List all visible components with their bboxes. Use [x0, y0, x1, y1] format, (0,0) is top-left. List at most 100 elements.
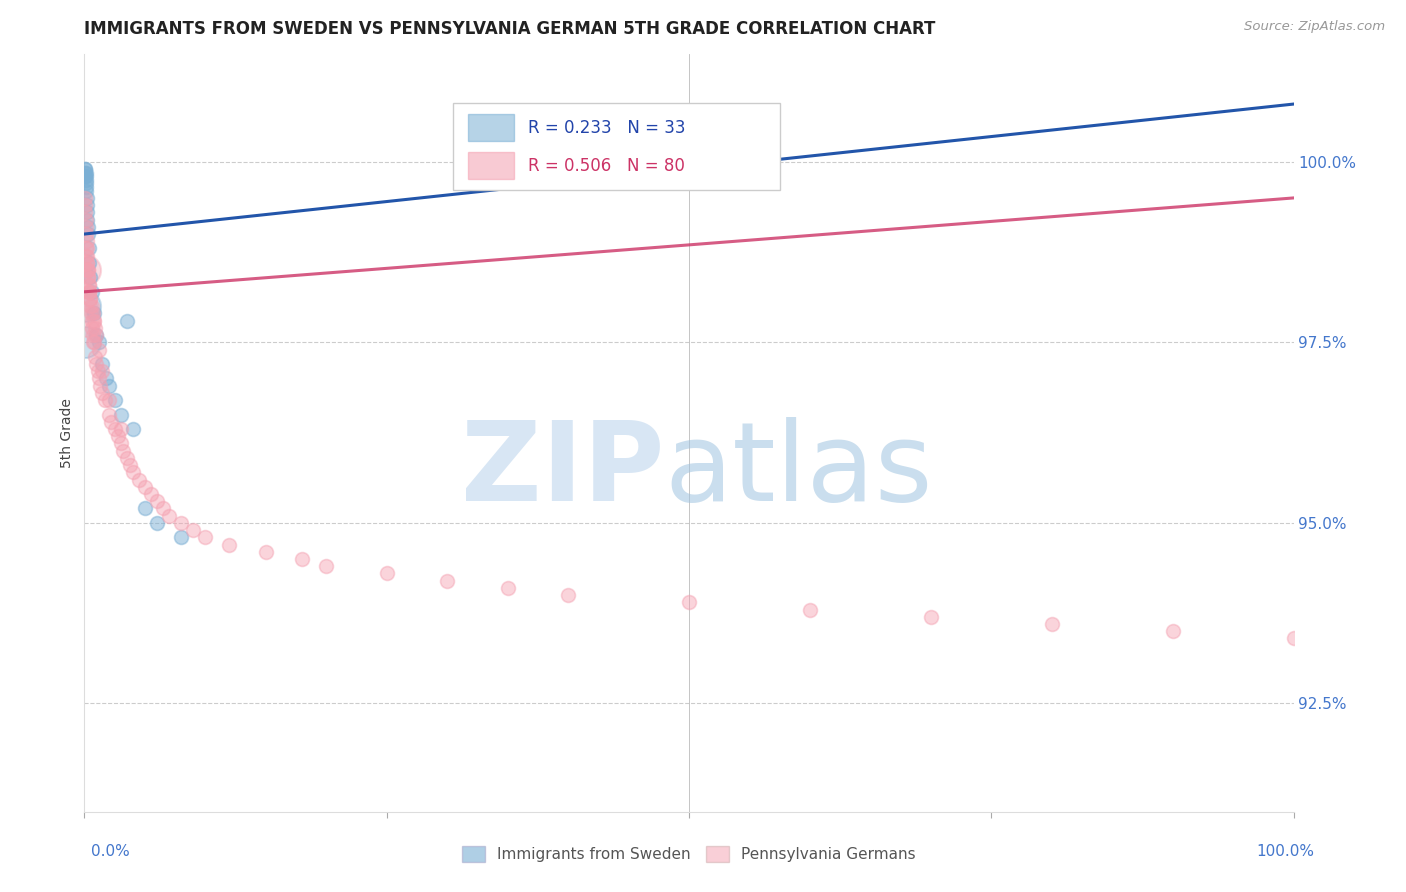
Point: [87, 343, 110, 357]
Point: [194, 530, 217, 544]
Point: [97, 408, 120, 422]
Text: R = 0.506   N = 80: R = 0.506 N = 80: [529, 157, 685, 175]
Point: [83, 314, 105, 328]
Point: [110, 408, 132, 422]
Point: [77, 270, 100, 285]
Point: [76, 256, 98, 270]
Point: [128, 473, 150, 487]
Point: [75, 219, 97, 234]
Point: [75, 205, 97, 219]
Point: [1282, 632, 1305, 646]
Point: [94, 371, 117, 385]
Point: [291, 552, 314, 566]
Point: [254, 545, 277, 559]
Point: [496, 581, 519, 595]
Point: [87, 335, 110, 350]
Point: [79, 270, 101, 285]
Point: [107, 429, 129, 443]
Point: [91, 364, 114, 378]
Bar: [468, 153, 513, 178]
Point: [104, 422, 127, 436]
Point: [82, 328, 104, 343]
FancyBboxPatch shape: [453, 103, 780, 190]
Text: 100.0%: 100.0%: [1257, 845, 1315, 859]
Point: [799, 602, 821, 616]
Point: [76, 219, 98, 234]
Point: [75, 198, 97, 212]
Point: [80, 285, 103, 299]
Text: atlas: atlas: [665, 417, 934, 524]
Point: [75, 162, 97, 177]
Point: [77, 270, 100, 285]
Point: [134, 501, 156, 516]
Point: [82, 321, 104, 335]
Point: [91, 357, 114, 371]
Point: [89, 378, 111, 392]
Point: [112, 443, 135, 458]
Point: [77, 242, 100, 256]
Point: [86, 357, 108, 371]
Point: [77, 277, 100, 292]
Point: [75, 242, 97, 256]
Point: [77, 285, 100, 299]
Point: [82, 306, 104, 320]
Point: [75, 173, 97, 187]
Point: [134, 480, 156, 494]
Text: ZIP: ZIP: [461, 417, 665, 524]
Point: [920, 609, 942, 624]
Point: [79, 299, 101, 313]
Point: [94, 393, 117, 408]
Point: [375, 566, 398, 581]
Point: [115, 314, 138, 328]
Point: [83, 306, 105, 320]
Point: [75, 184, 97, 198]
Text: 0.0%: 0.0%: [91, 845, 131, 859]
Point: [86, 364, 108, 378]
Point: [76, 198, 98, 212]
Point: [80, 306, 103, 320]
Point: [79, 292, 101, 306]
Point: [80, 314, 103, 328]
Point: [75, 249, 97, 263]
Point: [436, 574, 458, 588]
Point: [75, 166, 97, 180]
Point: [73, 314, 96, 328]
Point: [77, 227, 100, 241]
Point: [79, 292, 101, 306]
Point: [77, 285, 100, 299]
Bar: [468, 114, 513, 141]
Point: [678, 595, 700, 609]
Point: [75, 166, 97, 180]
Point: [83, 335, 105, 350]
Point: [97, 378, 120, 392]
Point: [77, 263, 100, 277]
Point: [76, 263, 98, 277]
Point: [76, 205, 98, 219]
Point: [84, 321, 107, 335]
Point: [73, 191, 96, 205]
Point: [170, 530, 193, 544]
Point: [146, 494, 169, 508]
Point: [157, 508, 180, 523]
Point: [100, 415, 122, 429]
Point: [75, 177, 97, 191]
Text: Source: ZipAtlas.com: Source: ZipAtlas.com: [1244, 20, 1385, 33]
Text: IMMIGRANTS FROM SWEDEN VS PENNSYLVANIA GERMAN 5TH GRADE CORRELATION CHART: IMMIGRANTS FROM SWEDEN VS PENNSYLVANIA G…: [84, 21, 936, 38]
Y-axis label: 5th Grade: 5th Grade: [60, 398, 75, 467]
Point: [91, 385, 114, 400]
Point: [77, 256, 100, 270]
Text: R = 0.233   N = 33: R = 0.233 N = 33: [529, 119, 686, 136]
Point: [110, 436, 132, 450]
Point: [76, 191, 98, 205]
Point: [120, 458, 142, 472]
Point: [76, 242, 98, 256]
Point: [77, 285, 100, 299]
Point: [75, 227, 97, 241]
Point: [170, 516, 193, 530]
Point: [146, 516, 169, 530]
Point: [86, 328, 108, 343]
Point: [73, 263, 96, 277]
Point: [1161, 624, 1184, 639]
Point: [110, 422, 132, 436]
Point: [181, 523, 204, 537]
